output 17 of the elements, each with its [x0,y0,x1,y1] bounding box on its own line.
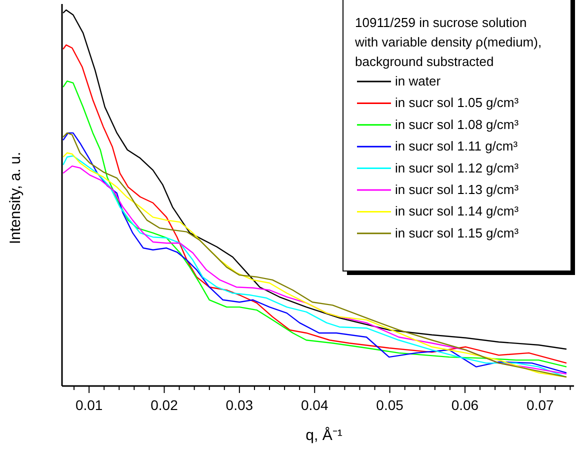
legend-label: in sucr sol 1.12 g/cm³ [395,160,520,176]
x-tick-label: 0.05 [376,397,404,413]
x-tick-label: 0.07 [526,397,554,413]
legend-label: in sucr sol 1.14 g/cm³ [395,204,520,219]
legend-label: in water [395,74,442,88]
y-axis-title: Intensity, a. u. [7,152,24,244]
legend-label: in sucr sol 1.11 g/cm³ [395,138,518,154]
x-tick-label: 0.04 [300,397,328,413]
x-axis-title: q, Å⁻¹ [306,426,342,444]
legend-label: in sucr sol 1.15 g/cm³ [395,225,520,240]
x-tick-label: 0.06 [451,397,479,413]
legend-label: in sucr sol 1.05 g/cm³ [395,95,520,110]
legend-label: in sucr sol 1.08 g/cm³ [395,116,520,132]
legend-label: in sucr sol 1.13 g/cm³ [395,182,520,197]
x-tick-label: 0.01 [75,397,103,413]
x-tick-label: 0.02 [150,397,178,413]
x-tick-label: 0.03 [226,397,254,413]
